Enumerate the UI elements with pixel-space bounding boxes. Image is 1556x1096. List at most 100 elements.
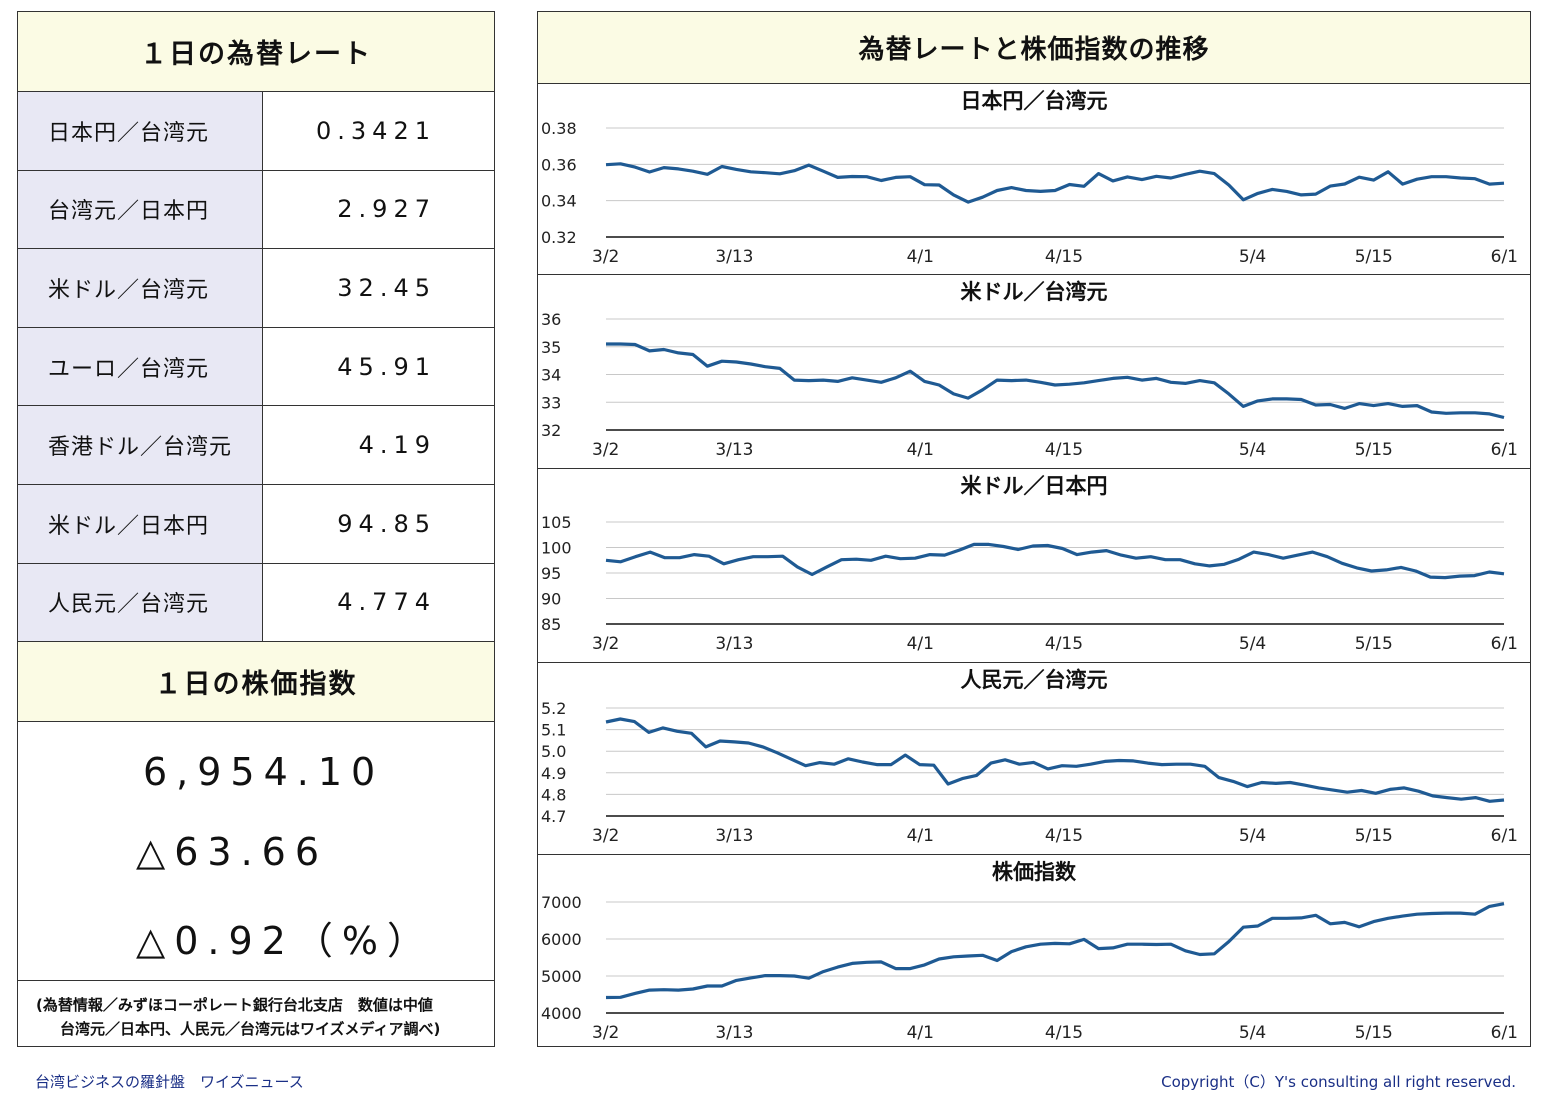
series-line [605, 542, 1505, 580]
y-tick-label: 4.7 [541, 807, 566, 826]
y-tick-label: 7000 [541, 893, 582, 912]
x-tick-label: 6/1 [1491, 826, 1518, 846]
y-tick-label: 0.38 [541, 119, 577, 138]
source-note-line1: (為替情報／みずほコーポレート銀行台北支店 数値は中値 [36, 996, 433, 1015]
x-tick-label: 6/1 [1491, 1023, 1518, 1043]
series-line [605, 717, 1505, 803]
y-tick-label: 100 [541, 539, 572, 558]
rate-row: 台湾元／日本円 2.927 [18, 170, 494, 250]
chart-title: 米ドル／日本円 [961, 474, 1108, 498]
x-tick-label: 3/2 [592, 826, 619, 846]
source-note: (為替情報／みずほコーポレート銀行台北支店 数値は中値 台湾元／日本円、人民元／… [18, 981, 494, 1041]
x-tick-label: 4/15 [1045, 1023, 1083, 1043]
x-tick-label: 4/1 [907, 634, 934, 654]
x-tick-label: 3/2 [592, 1023, 619, 1043]
x-tick-label: 5/15 [1355, 634, 1393, 654]
rate-label: 人民元／台湾元 [18, 563, 263, 642]
stock-box: 6,954.10 △63.66 △0.92（%） [18, 722, 494, 982]
charts-title: 為替レートと株価指数の推移 [538, 12, 1530, 84]
chart-title: 人民元／台湾元 [961, 668, 1108, 692]
source-note-line2: 台湾元／日本円、人民元／台湾元はワイズメディア調べ) [60, 1020, 441, 1039]
right-panel: 為替レートと株価指数の推移 日本円／台湾元 0.38 0.36 0.34 0.32 3/2… [537, 11, 1531, 1047]
rate-row: 人民元／台湾元 4.774 [18, 563, 494, 643]
x-tick-label: 4/15 [1045, 247, 1083, 267]
x-tick-label: 5/15 [1355, 440, 1393, 460]
stock-value: 6,954.10 [143, 750, 385, 795]
rate-label: 台湾元／日本円 [18, 170, 263, 249]
x-tick-label: 6/1 [1491, 634, 1518, 654]
rates-table: 日本円／台湾元 0.3421 台湾元／日本円 2.927 米ドル／台湾元 32.… [18, 92, 494, 643]
x-tick-label: 5/15 [1355, 247, 1393, 267]
y-tick-label: 4.9 [541, 764, 566, 783]
x-tick-label: 5/4 [1239, 1023, 1266, 1043]
x-tick-label: 3/2 [592, 247, 619, 267]
chart-title: 株価指数 [992, 860, 1077, 884]
rate-row: 香港ドル／台湾元 4.19 [18, 406, 494, 485]
y-tick-label: 0.34 [541, 192, 577, 211]
x-tick-label: 4/1 [907, 247, 934, 267]
x-tick-label: 3/2 [592, 634, 619, 654]
y-tick-label: 95 [541, 564, 561, 583]
rate-label: 米ドル／日本円 [18, 484, 263, 563]
rate-label: 日本円／台湾元 [18, 92, 263, 170]
x-tick-label: 3/13 [715, 826, 753, 846]
x-tick-label: 3/13 [715, 1023, 753, 1043]
x-tick-label: 3/13 [715, 440, 753, 460]
y-tick-label: 0.36 [541, 155, 577, 174]
y-tick-label: 34 [541, 366, 561, 385]
footer-left: 台湾ビジネスの羅針盤 ワイズニュース [35, 1073, 304, 1091]
rate-label: 香港ドル／台湾元 [18, 406, 263, 484]
y-tick-label: 32 [541, 421, 561, 440]
x-tick-label: 4/15 [1045, 634, 1083, 654]
footer-right: Copyright（C）Y's consulting all right res… [1161, 1073, 1516, 1091]
stock-percent: △0.92（%） [136, 919, 434, 964]
rate-row: 米ドル／台湾元 32.45 [18, 249, 494, 328]
rate-value: 4.19 [358, 431, 436, 460]
series-line [605, 902, 1505, 1000]
y-tick-label: 33 [541, 393, 561, 412]
rate-label: 米ドル／台湾元 [18, 249, 263, 327]
y-tick-label: 6000 [541, 930, 582, 949]
y-tick-label: 36 [541, 310, 561, 329]
series-line [605, 162, 1505, 204]
rate-value: 2.927 [337, 195, 436, 224]
y-tick-label: 5.2 [541, 699, 566, 718]
stock-title: １日の株価指数 [18, 642, 494, 723]
y-tick-label: 5000 [541, 967, 582, 986]
x-tick-label: 4/1 [907, 440, 934, 460]
rate-value: 0.3421 [316, 116, 436, 145]
x-tick-label: 5/4 [1239, 634, 1266, 654]
x-tick-label: 4/15 [1045, 440, 1083, 460]
charts-area: 日本円／台湾元 0.38 0.36 0.34 0.32 3/2 3/13 4/1 4/15 5/4… [538, 89, 1530, 1043]
x-tick-label: 6/1 [1491, 247, 1518, 267]
y-tick-label: 90 [541, 590, 561, 609]
series-line [606, 342, 1505, 420]
x-tick-label: 5/4 [1239, 440, 1266, 460]
chart-title: 米ドル／台湾元 [961, 280, 1108, 304]
stock-change: △63.66 [136, 830, 329, 875]
y-tick-label: 35 [541, 338, 561, 357]
rate-row: 米ドル／日本円 94.85 [18, 484, 494, 564]
rate-value: 45.91 [337, 352, 436, 381]
x-tick-label: 5/4 [1239, 826, 1266, 846]
chart-title: 日本円／台湾元 [961, 89, 1108, 113]
rate-value: 4.774 [337, 588, 436, 617]
x-tick-label: 3/13 [715, 634, 753, 654]
y-tick-label: 5.0 [541, 742, 566, 761]
x-tick-label: 5/4 [1239, 247, 1266, 267]
y-tick-label: 85 [541, 615, 561, 634]
y-tick-label: 4.8 [541, 785, 566, 804]
x-tick-label: 3/2 [592, 440, 619, 460]
x-tick-label: 4/1 [907, 826, 934, 846]
x-tick-label: 4/1 [907, 1023, 934, 1043]
rate-value: 94.85 [337, 509, 436, 538]
rate-value: 32.45 [337, 273, 436, 302]
x-tick-label: 3/13 [715, 247, 753, 267]
y-tick-label: 5.1 [541, 721, 566, 740]
y-tick-label: 4000 [541, 1004, 582, 1023]
x-tick-label: 4/15 [1045, 826, 1083, 846]
x-tick-label: 5/15 [1355, 826, 1393, 846]
rate-label: ユーロ／台湾元 [18, 327, 263, 406]
y-tick-label: 105 [541, 513, 572, 532]
x-tick-label: 6/1 [1491, 440, 1518, 460]
